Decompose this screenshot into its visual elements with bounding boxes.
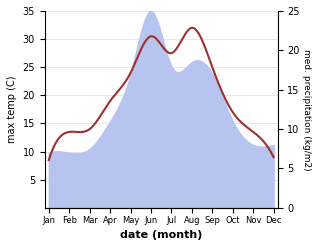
Y-axis label: med. precipitation (kg/m2): med. precipitation (kg/m2) [302, 49, 311, 170]
X-axis label: date (month): date (month) [120, 230, 203, 240]
Y-axis label: max temp (C): max temp (C) [7, 76, 17, 143]
